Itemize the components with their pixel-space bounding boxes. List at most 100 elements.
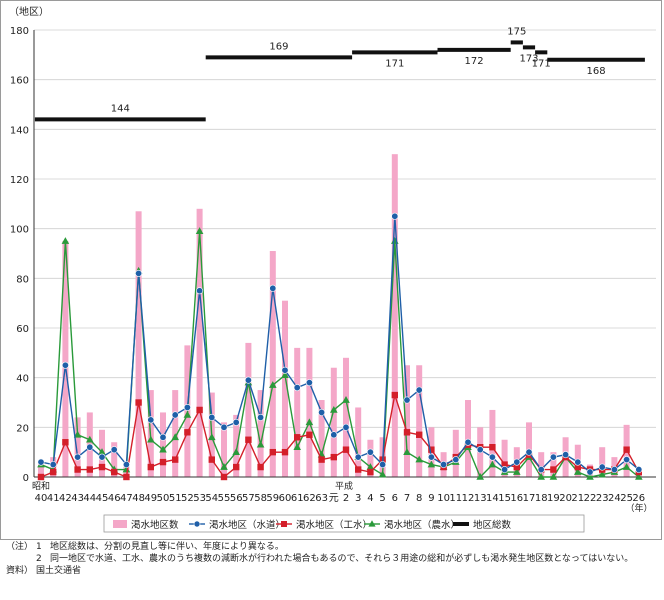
- x-tick-label: 25: [620, 493, 633, 504]
- source-row: 資料） 国土交通省: [6, 565, 656, 577]
- data-point-water-supply: [354, 453, 362, 461]
- data-point-agricultural-water: [73, 430, 82, 438]
- data-point-agricultural-water: [635, 473, 643, 480]
- data-point-industrial-water: [574, 463, 581, 471]
- bar-drought-districts: [404, 365, 410, 477]
- data-point-industrial-water: [184, 429, 191, 436]
- x-tick-label: 6: [392, 493, 398, 504]
- bar-drought-districts: [160, 412, 166, 477]
- data-point-water-supply: [208, 413, 216, 421]
- bar-drought-districts: [257, 390, 264, 477]
- bar-drought-districts: [355, 407, 362, 477]
- data-point-water-supply: [74, 453, 82, 461]
- total-districts-label: 171: [532, 58, 551, 69]
- bar-drought-districts: [330, 367, 337, 477]
- bar-drought-districts: [135, 211, 142, 478]
- x-tick-label: 17: [523, 493, 536, 504]
- bar-drought-districts: [599, 447, 606, 477]
- data-point-water-supply: [574, 458, 582, 466]
- x-tick-label: 20: [559, 493, 572, 504]
- data-point-industrial-water: [428, 446, 435, 453]
- data-point-agricultural-water: [586, 473, 594, 480]
- data-point-agricultural-water: [378, 470, 387, 478]
- data-point-agricultural-water: [61, 237, 70, 244]
- data-point-industrial-water: [318, 456, 325, 463]
- data-point-water-supply: [122, 461, 130, 469]
- data-point-industrial-water: [86, 466, 93, 473]
- source-text: 国土交通省: [36, 566, 82, 576]
- total-districts-label: 172: [465, 56, 484, 67]
- legend-label: 渇水地区（農水）: [384, 519, 460, 531]
- y-tick-label: 120: [10, 175, 29, 186]
- data-point-agricultural-water: [574, 468, 582, 475]
- note-1: （注） 1 地区総数は、分割の見直し等に伴い、年度により異なる。: [6, 541, 656, 553]
- data-point-industrial-water: [62, 439, 69, 446]
- x-tick-label: 43: [71, 493, 84, 504]
- data-point-water-supply: [488, 453, 496, 461]
- data-point-agricultural-water: [513, 468, 521, 475]
- x-tick-label: 42: [59, 493, 72, 504]
- data-point-water-supply: [232, 418, 240, 426]
- x-tick-label: 59: [266, 493, 279, 504]
- total-districts-label: 173: [519, 53, 538, 64]
- data-point-water-supply: [525, 448, 533, 456]
- data-point-water-supply: [464, 438, 472, 446]
- chart-frame: （地区） 0 20 40 60 80 100 120 140 160 180 40 41 42 43 44 45…: [0, 0, 662, 540]
- data-point-industrial-water: [257, 463, 264, 471]
- x-tick-label: 45: [96, 493, 109, 504]
- x-tick-label: 47: [120, 493, 133, 504]
- data-point-agricultural-water: [293, 443, 301, 450]
- x-tick-label: 49: [144, 493, 157, 504]
- legend-label: 渇水地区（水道）: [209, 519, 285, 531]
- data-point-industrial-water: [330, 453, 337, 461]
- data-point-water-supply: [159, 433, 167, 441]
- data-point-industrial-water: [98, 463, 106, 471]
- x-tick-label: 14: [486, 493, 499, 504]
- data-point-water-supply: [257, 413, 265, 421]
- data-point-industrial-water: [294, 434, 301, 441]
- data-point-water-supply: [220, 423, 228, 431]
- x-tick-label: 15: [498, 493, 511, 504]
- data-point-agricultural-water: [232, 448, 240, 455]
- data-point-agricultural-water: [488, 460, 497, 468]
- data-point-water-supply: [147, 416, 155, 424]
- x-tick-label: 48: [132, 493, 145, 504]
- data-point-industrial-water: [50, 468, 57, 476]
- x-tick-label: 63: [315, 493, 328, 504]
- note-head: （注）: [6, 542, 34, 552]
- bar-drought-districts: [74, 417, 81, 477]
- x-tick-label: 41: [47, 493, 60, 504]
- data-point-water-supply: [318, 408, 326, 416]
- x-tick-label: 61: [291, 493, 304, 504]
- x-tick-label: 10: [437, 493, 450, 504]
- data-point-water-supply: [635, 466, 643, 474]
- bar-drought-districts: [367, 439, 374, 477]
- y-tick-label: 180: [10, 26, 29, 37]
- bar-drought-districts: [294, 347, 301, 477]
- x-tick-label: 22: [584, 493, 597, 504]
- y-tick-label: 0: [23, 473, 29, 484]
- data-point-agricultural-water: [147, 435, 155, 443]
- data-point-agricultural-water: [305, 418, 314, 426]
- x-tick-label: 53: [193, 493, 206, 504]
- note-text: 地区総数は、分割の見直し等に伴い、年度により異なる。: [50, 542, 284, 552]
- data-point-agricultural-water: [537, 473, 545, 480]
- bar-drought-districts: [233, 414, 240, 477]
- series-line-agricultural-water: [40, 231, 640, 479]
- x-tick-label: 54: [205, 493, 218, 504]
- data-point-water-supply: [623, 456, 631, 464]
- data-point-industrial-water: [37, 473, 45, 481]
- data-point-industrial-water: [111, 468, 118, 476]
- bar-drought-districts: [391, 154, 398, 477]
- bar-drought-districts: [489, 409, 496, 477]
- data-point-water-supply: [366, 448, 374, 456]
- data-point-industrial-water: [269, 448, 276, 456]
- bar-drought-districts: [196, 208, 203, 478]
- legend-box: [103, 514, 585, 533]
- notes: （注） 1 地区総数は、分割の見直し等に伴い、年度により異なる。 2 同一地区で…: [6, 541, 656, 577]
- data-point-water-supply: [244, 376, 252, 384]
- data-point-industrial-water: [501, 461, 508, 468]
- data-point-water-supply: [415, 386, 423, 394]
- data-point-water-supply: [281, 366, 289, 374]
- data-point-water-supply: [452, 456, 460, 464]
